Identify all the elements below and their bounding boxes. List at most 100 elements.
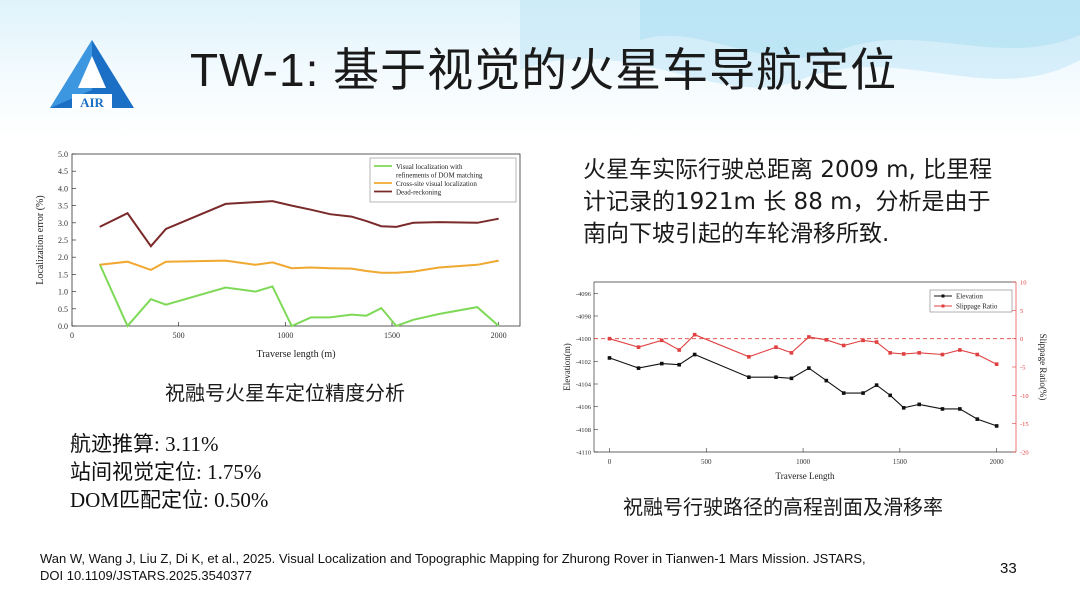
series-point-2	[994, 362, 999, 366]
series-point-1	[994, 424, 999, 428]
x-axis-label: Traverse length (m)	[256, 349, 335, 360]
summary-paragraph: 火星车实际行驶总距离 2009 m, 比里程 计记录的1921m 长 88 m，…	[583, 154, 1063, 250]
legend-box	[369, 157, 517, 203]
y-right-tick-label: -20	[1020, 450, 1029, 457]
legend-label-2: Slippage Ratio	[956, 303, 998, 311]
summary-line-1: 火星车实际行驶总距离 2009 m, 比里程	[583, 157, 993, 183]
y-axis-label: Elevation(m)	[562, 343, 572, 390]
stat-dead-reckoning: 航迹推算: 3.11%	[70, 432, 219, 456]
chart2-legend: Elevation Slippage Ratio	[929, 289, 1013, 313]
series-point-2	[789, 351, 794, 355]
error-stats: 航迹推算: 3.11% 站间视觉定位: 1.75% DOM匹配定位: 0.50%	[70, 430, 268, 514]
legend-marker-2	[941, 304, 945, 308]
y-right-tick-label: 5	[1020, 308, 1023, 315]
series-point-1	[747, 375, 751, 379]
y-right-tick-label: -5	[1020, 365, 1025, 372]
series-point-2	[940, 352, 945, 357]
series-point-2	[975, 352, 980, 357]
x-axis-label: Traverse Length	[776, 471, 835, 481]
y-tick-label: -4098	[576, 314, 591, 321]
series-point-2	[888, 351, 892, 355]
y-right-tick-label: 10	[1020, 280, 1027, 287]
stat-cross-site: 站间视觉定位: 1.75%	[70, 460, 262, 484]
series-point-2	[774, 345, 778, 349]
y-tick-label: 0.5	[58, 305, 68, 314]
series-point-1	[901, 406, 906, 410]
localization-error-chart: 0.0 0.5 1.0 1.5 2.0 2.5 3.0 3.5 4.0 4.5 5.0 0 500 100…	[30, 146, 530, 374]
legend-label-3: Dead-reckoning	[396, 189, 442, 197]
series-point-1	[824, 378, 829, 383]
slide-title: TW-1: 基于视觉的火星车导航定位	[190, 44, 898, 96]
series-point-1	[888, 393, 892, 398]
air-logo: AIR	[46, 38, 138, 114]
y-right-axis-label: Slippage Ratio(%)	[1038, 334, 1048, 401]
x-tick-label: 2000	[990, 458, 1005, 466]
series-point-1	[874, 383, 879, 387]
series-line-2	[99, 259, 499, 274]
x-tick-label: 1000	[277, 331, 293, 340]
series-line-3	[99, 200, 499, 248]
y-right-tick-label: 0	[1020, 336, 1023, 343]
series-point-1	[917, 402, 922, 407]
y-tick-label: -4102	[576, 359, 591, 366]
series-point-2	[747, 355, 751, 359]
series-point-1	[607, 356, 612, 360]
series-point-1	[958, 407, 962, 411]
legend-label-1: Elevation	[956, 293, 983, 301]
x-tick-label: 1500	[384, 331, 400, 340]
y-tick-label: 2.0	[58, 253, 68, 262]
series-point-2	[958, 348, 962, 352]
series-point-2	[677, 348, 681, 352]
legend-marker-1	[941, 294, 945, 298]
y-tick-label: 3.0	[58, 219, 68, 228]
y-right-tick-label: -10	[1020, 393, 1029, 400]
y-tick-label: -4104	[576, 382, 592, 389]
reference-line-1: Wan W, Wang J, Liu Z, Di K, et al., 2025…	[40, 551, 866, 566]
series-point-2	[692, 332, 697, 337]
x-tick-label: 0	[70, 331, 74, 340]
chart2-caption: 祝融号行驶路径的高程剖面及滑移率	[623, 495, 943, 519]
series-point-1	[636, 366, 641, 370]
y-tick-label: -4108	[576, 427, 591, 434]
reference-citation: Wan W, Wang J, Liu Z, Di K, et al., 2025…	[40, 550, 866, 584]
y-tick-label: 2.5	[58, 236, 68, 245]
series-point-2	[807, 335, 811, 339]
series-point-2	[607, 336, 612, 341]
series-point-2	[861, 338, 865, 343]
y-tick-label: 4.0	[58, 184, 68, 193]
summary-line-3: 南向下坡引起的车轮滑移所致.	[583, 221, 890, 247]
x-tick-label: 1000	[796, 458, 811, 466]
legend-label-1: Visual localization with	[396, 163, 463, 171]
y-tick-label: 1.5	[58, 270, 68, 279]
legend-label-2: Cross-site visual localization	[396, 180, 477, 188]
y-tick-label: 1.0	[58, 288, 68, 297]
series-point-1	[659, 361, 664, 366]
y-tick-label: 4.5	[58, 167, 68, 176]
series-point-2	[917, 351, 922, 355]
y-tick-label: 3.5	[58, 202, 68, 211]
series-point-2	[824, 338, 829, 342]
y-tick-label: -4110	[576, 450, 591, 457]
logo-text: AIR	[80, 95, 104, 110]
series-point-1	[789, 376, 794, 381]
chart1-caption: 祝融号火星车定位精度分析	[165, 381, 405, 405]
series-line-2	[609, 334, 997, 365]
series-point-2	[636, 345, 641, 349]
x-tick-label: 500	[701, 458, 712, 466]
series-point-2	[659, 338, 664, 343]
series-point-1	[677, 362, 681, 367]
reference-line-2: DOI 10.1109/JSTARS.2025.3540377	[40, 568, 252, 583]
summary-line-2: 计记录的1921m 长 88 m，分析是由于	[583, 189, 991, 215]
series-point-1	[841, 391, 846, 395]
y-tick-label: 5.0	[58, 150, 68, 159]
series-line-1	[609, 353, 997, 427]
y-tick-label: 0.0	[58, 322, 68, 331]
legend-label-1: refinements of DOM matching	[396, 172, 483, 180]
series-point-1	[861, 391, 865, 395]
y-right-tick-label: -15	[1020, 421, 1029, 428]
series-point-1	[692, 352, 697, 357]
y-tick-label: -4096	[576, 291, 592, 298]
series-point-2	[901, 352, 906, 356]
x-tick-label: 2000	[491, 331, 507, 340]
stat-dom: DOM匹配定位: 0.50%	[70, 488, 269, 512]
